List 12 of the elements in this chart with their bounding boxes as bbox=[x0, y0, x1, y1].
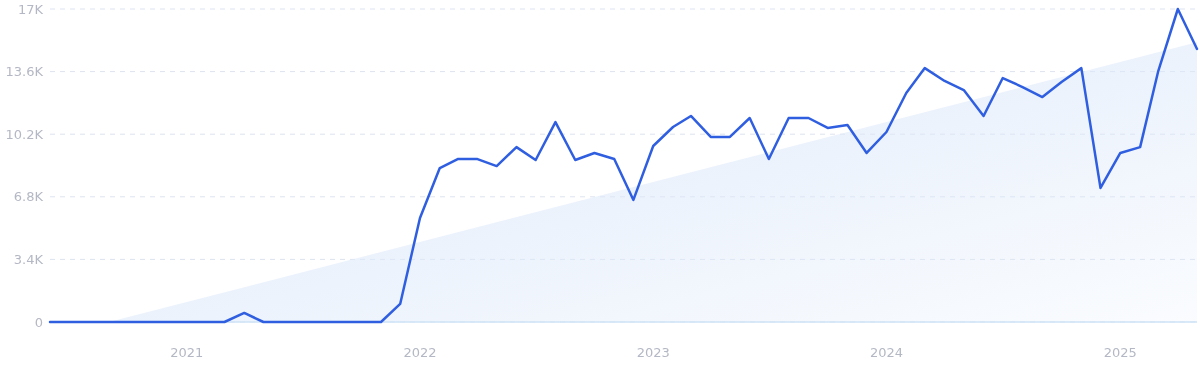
y-tick-label: 17K bbox=[17, 1, 44, 17]
y-tick-label: 0 bbox=[34, 314, 43, 330]
x-tick-label: 2025 bbox=[1103, 345, 1137, 360]
x-tick-label: 2021 bbox=[170, 345, 204, 360]
y-tick-label: 13.6K bbox=[5, 64, 44, 80]
y-tick-label: 3.4K bbox=[13, 251, 44, 267]
x-tick-label: 2024 bbox=[869, 345, 903, 360]
y-tick-label: 6.8K bbox=[13, 189, 44, 205]
x-tick-label: 2022 bbox=[403, 345, 437, 360]
x-tick-label: 2023 bbox=[636, 345, 670, 360]
y-tick-label: 10.2K bbox=[5, 126, 44, 142]
line-series bbox=[48, 7, 1199, 324]
